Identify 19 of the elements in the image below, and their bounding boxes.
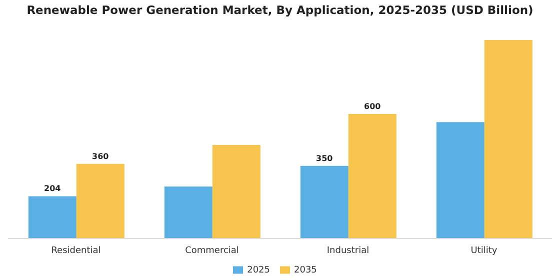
x-tick-label: Commercial [185,246,239,256]
bar [28,196,76,239]
data-label: 600 [364,102,382,112]
data-label: 360 [92,152,110,161]
x-tick-label: Residential [51,246,101,256]
bar [484,40,532,239]
bar [348,114,396,239]
bar [436,122,484,239]
bar [76,164,124,239]
data-label: 350 [316,154,334,163]
x-tick-label: Utility [470,246,498,256]
x-tick-label: Industrial [326,246,370,256]
chart-title: Renewable Power Generation Market, By Application, 2025-2035 (USD Billion) [26,3,534,17]
legend-label: 2035 [294,265,317,275]
legend-label: 2025 [247,265,270,275]
bar [300,166,348,239]
data-label: 204 [44,184,62,194]
bar [212,144,260,239]
bar [164,186,212,239]
